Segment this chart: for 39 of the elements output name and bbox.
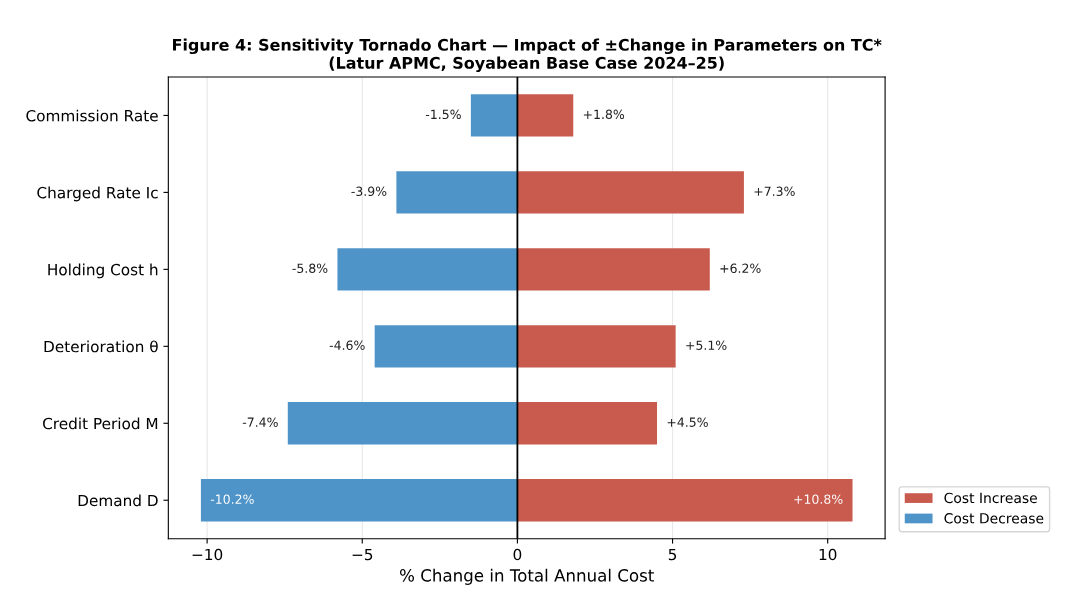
bar (200, 479, 518, 522)
x-tick-label: −5 (352, 548, 373, 561)
bar (517, 325, 676, 368)
x-tick-label: −10 (192, 548, 223, 561)
bar (517, 479, 853, 522)
bar (337, 248, 518, 291)
data-label: +5.1% (686, 340, 727, 350)
legend-label: Cost Decrease (944, 513, 1044, 524)
y-tick-label: Holding Cost h (48, 263, 158, 279)
y-tick-label: Deterioration θ (44, 340, 158, 353)
data-label: -7.4% (242, 417, 278, 427)
chart-title: Figure 4: Sensitivity Tornado Chart — Impact of ±Change in Parameters on TC* (Latur APMC, Soyabean Base Case 2024–25) (173, 38, 882, 73)
data-label: -4.6% (329, 340, 365, 350)
bar (470, 94, 518, 137)
bar (287, 402, 518, 445)
data-label: -5.8% (292, 263, 328, 273)
data-label: -10.2% (210, 494, 254, 504)
data-label: +10.8% (794, 494, 843, 504)
data-label: +7.3% (754, 186, 795, 197)
y-tick-label: Charged Rate Ic (37, 186, 158, 202)
bar (517, 171, 744, 214)
bar (396, 171, 518, 214)
data-label: +6.2% (720, 263, 761, 273)
x-tick-label: 10 (819, 548, 837, 561)
x-tick-label: 5 (668, 548, 677, 561)
legend-label: Cost Increase (944, 492, 1037, 504)
x-axis-title: % Change in Total Annual Cost (400, 568, 654, 585)
y-tick-label: Credit Period M (43, 417, 158, 430)
data-label: -3.9% (351, 186, 387, 197)
y-tick-label: Demand D (78, 494, 158, 507)
bar (517, 94, 574, 137)
data-label: +1.8% (583, 109, 625, 120)
x-tick-label: 0 (513, 548, 522, 561)
data-label: +4.5% (667, 417, 708, 427)
y-tick-label: Commission Rate (26, 109, 158, 122)
bar (517, 248, 710, 291)
bar (517, 402, 658, 445)
data-label: -1.5% (425, 109, 461, 120)
bar (374, 325, 518, 368)
